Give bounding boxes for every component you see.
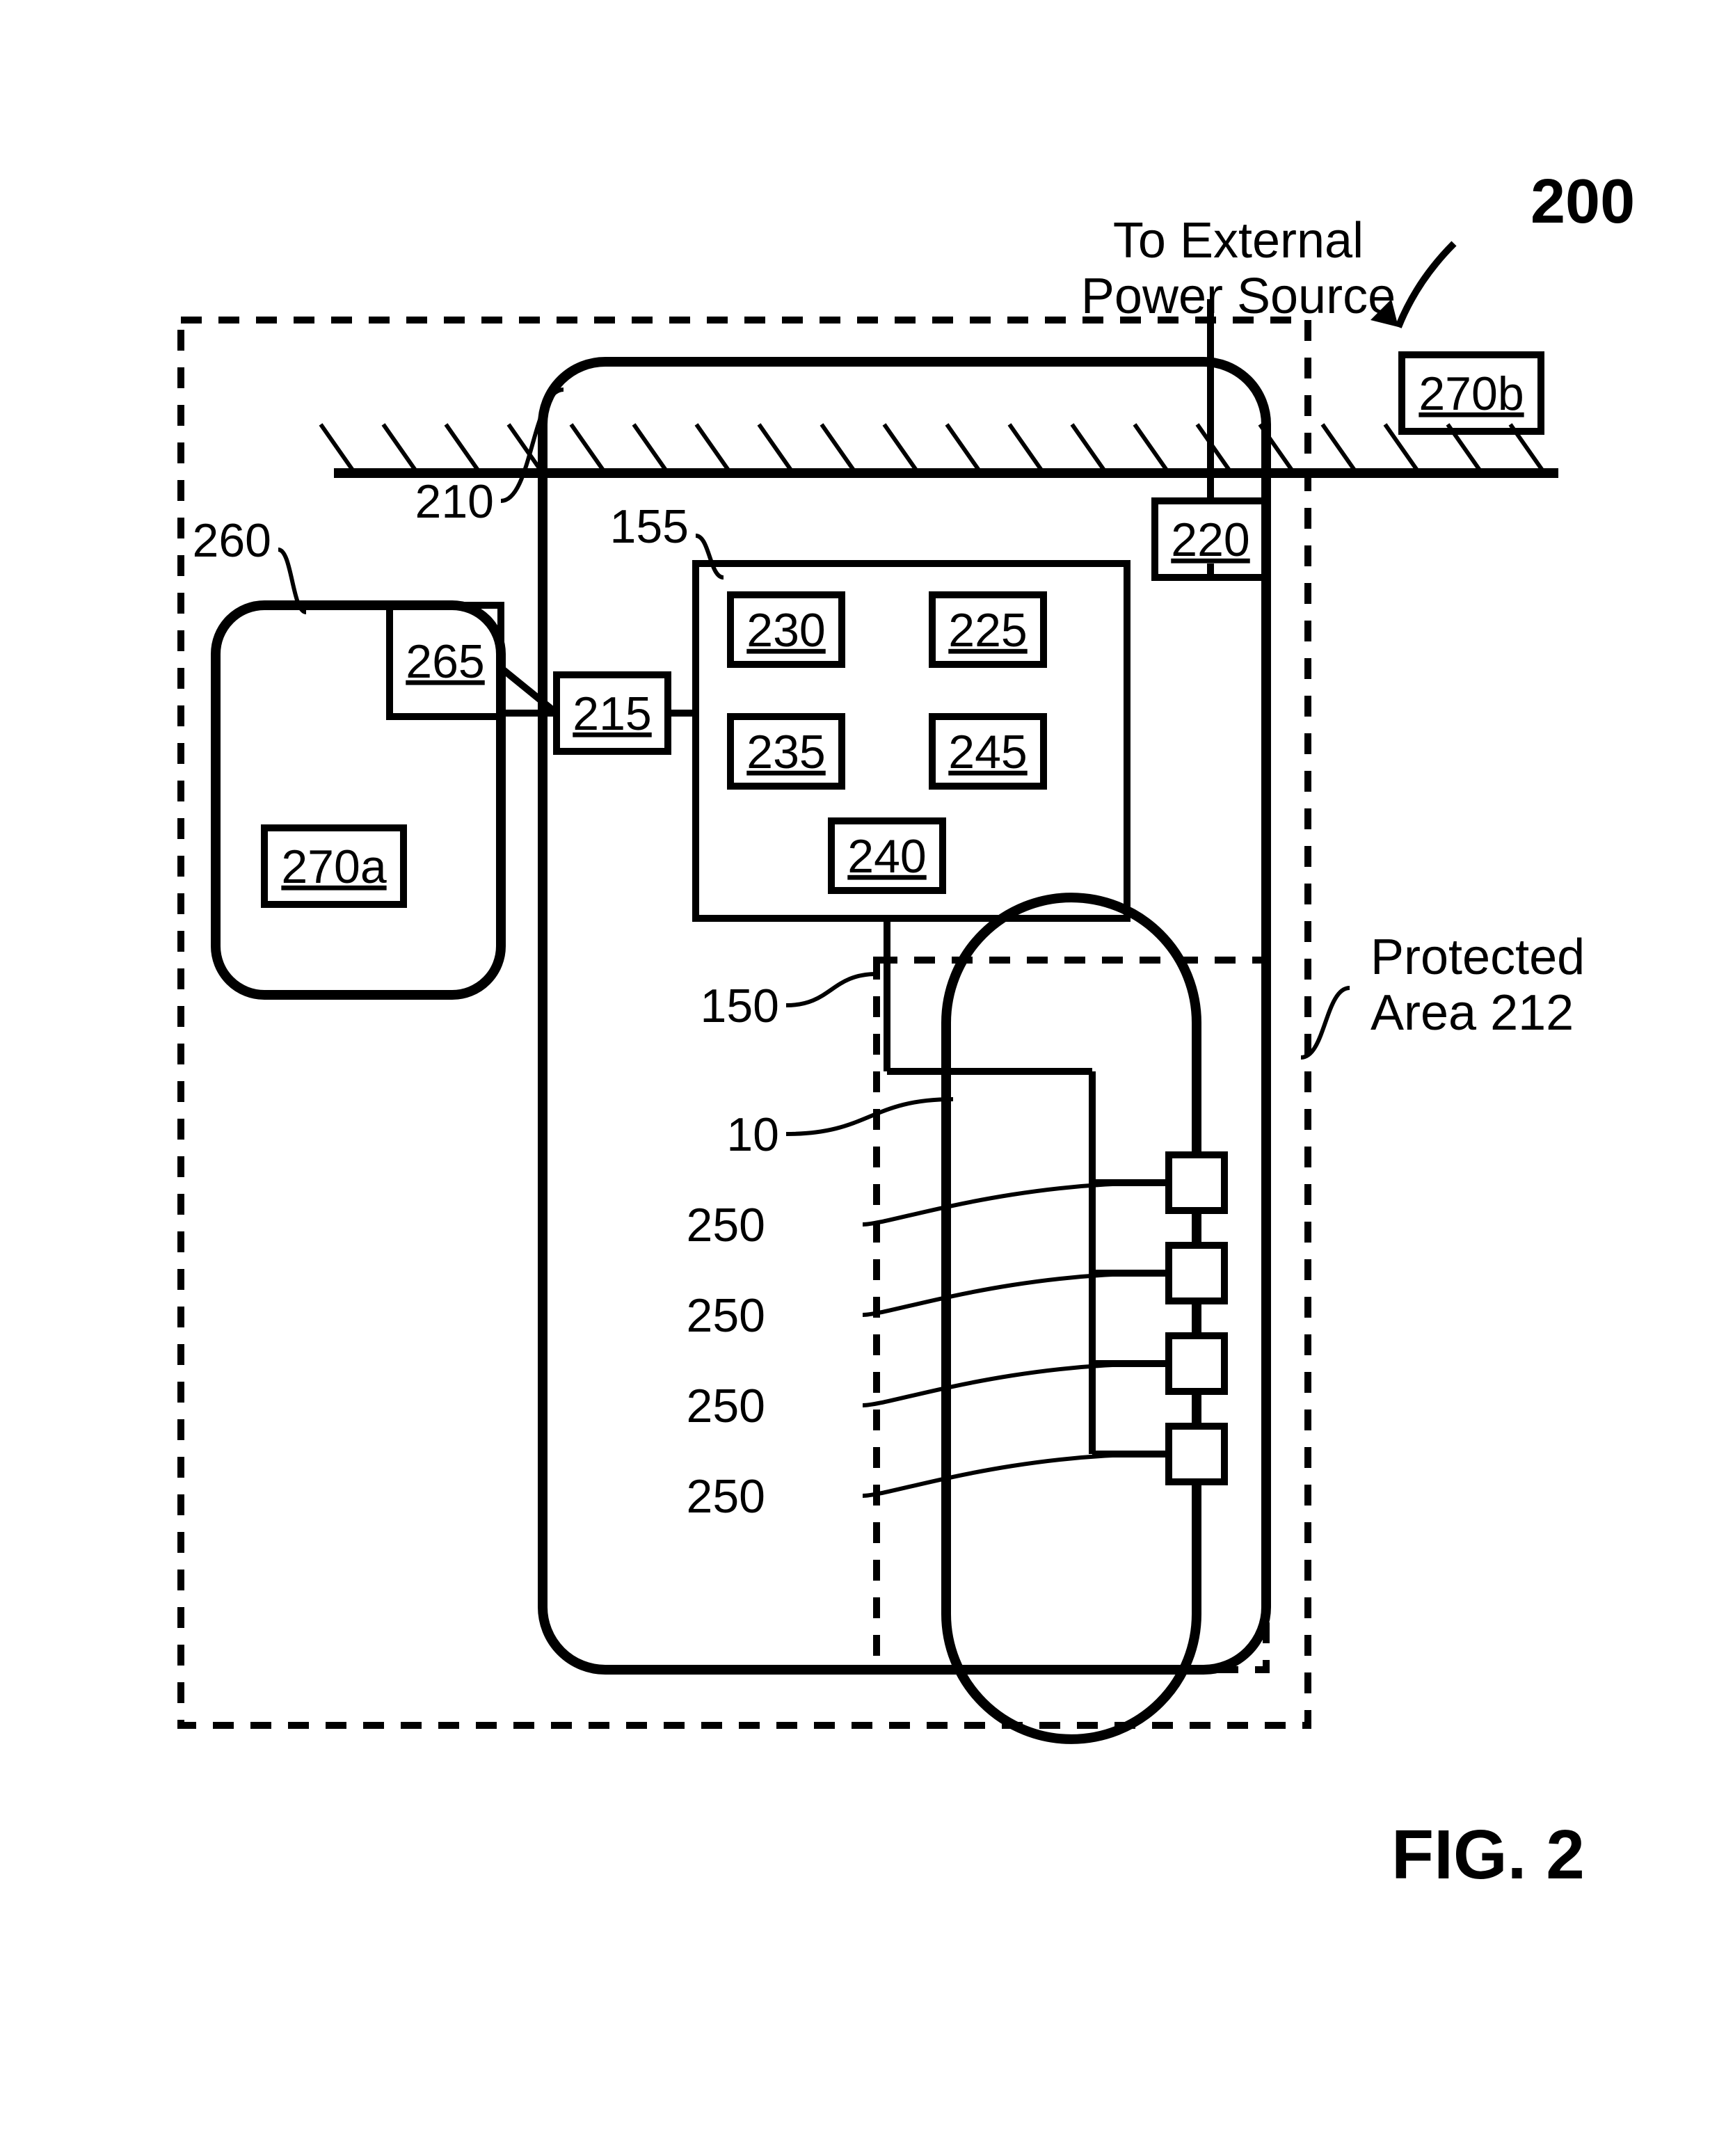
leader-155 (696, 536, 724, 577)
port-250-3 (1169, 1426, 1224, 1482)
hatch-mark (1009, 424, 1044, 473)
hatch-mark (634, 424, 668, 473)
leader-150 (786, 974, 877, 1005)
box-215-label: 215 (573, 687, 651, 740)
hatch-mark (383, 424, 417, 473)
label-ext-1: To External (1113, 213, 1364, 269)
hatch-mark (1197, 424, 1231, 473)
wire-215-265 (501, 668, 557, 713)
leader-250-1 (863, 1273, 1162, 1315)
box-235: 235 (730, 717, 842, 786)
label-210: 210 (415, 475, 494, 528)
box-245: 245 (932, 717, 1044, 786)
hatch-mark (696, 424, 730, 473)
leader-10 (786, 1099, 953, 1134)
figure-label: FIG. 2 (1391, 1816, 1585, 1894)
hatch-mark (947, 424, 981, 473)
hatch-mark (1135, 424, 1169, 473)
hatch-mark (884, 424, 918, 473)
hatch-mark (571, 424, 605, 473)
label-260: 260 (193, 514, 271, 567)
region-150 (877, 960, 1266, 1670)
hatch-mark (446, 424, 480, 473)
hatch-mark (1323, 424, 1357, 473)
leader-250-0 (863, 1183, 1162, 1224)
label-155: 155 (610, 500, 689, 553)
box-245-label: 245 (948, 726, 1027, 778)
box-270a: 270a (264, 828, 403, 904)
box-230: 230 (730, 595, 842, 664)
box-225: 225 (932, 595, 1044, 664)
leader-250-3 (863, 1454, 1162, 1496)
box-230-label: 230 (746, 604, 825, 657)
port-250-0 (1169, 1155, 1224, 1211)
label-ext-2: Power Source (1081, 269, 1396, 324)
port-250-2 (1169, 1336, 1224, 1391)
box-265-label: 265 (406, 635, 484, 688)
label-protected-2: Area 212 (1371, 985, 1574, 1041)
label-protected-1: Protected (1371, 929, 1585, 985)
hatch-mark (759, 424, 793, 473)
box-240: 240 (831, 821, 943, 891)
box-220-label: 220 (1171, 513, 1249, 566)
box-270a-label: 270a (281, 840, 386, 893)
label-250-3: 250 (687, 1470, 765, 1523)
label-250-2: 250 (687, 1380, 765, 1432)
label-250-1: 250 (687, 1289, 765, 1342)
box-240-label: 240 (847, 830, 926, 883)
hatch-mark (822, 424, 856, 473)
box-270b: 270b (1402, 355, 1541, 431)
port-250-1 (1169, 1245, 1224, 1301)
label-200: 200 (1531, 167, 1635, 237)
box-270b-label: 270b (1419, 367, 1524, 420)
capsule-10 (946, 897, 1197, 1739)
box-235-label: 235 (746, 726, 825, 778)
hatch-mark (321, 424, 355, 473)
label-10: 10 (726, 1108, 779, 1161)
box-225-label: 225 (948, 604, 1027, 657)
box-215: 215 (557, 675, 668, 751)
arrow-200 (1398, 243, 1454, 327)
leader-250-2 (863, 1364, 1162, 1405)
label-150: 150 (701, 980, 779, 1032)
leader-210 (501, 390, 564, 501)
hatch-mark (1072, 424, 1106, 473)
label-250-0: 250 (687, 1199, 765, 1252)
